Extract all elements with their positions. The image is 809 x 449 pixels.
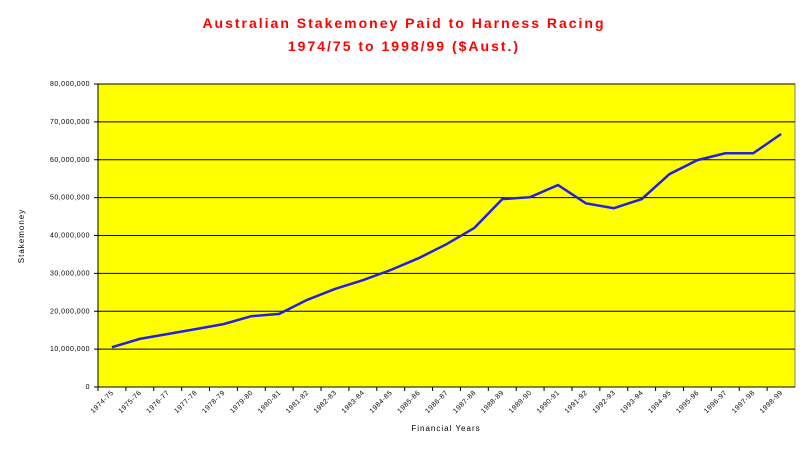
x-tick-label: 1980-81 xyxy=(257,389,283,415)
y-tick-label: 70,000,000 xyxy=(50,119,90,126)
data-line xyxy=(111,132,782,349)
x-tick-label: 1989-90 xyxy=(508,389,534,415)
x-tick-label: 1995-96 xyxy=(675,389,701,415)
x-tick-label: 1990-91 xyxy=(536,389,562,415)
x-tick-label: 1994-95 xyxy=(647,389,673,415)
y-tick-label: 0 xyxy=(86,384,90,391)
x-tick-label: 1983-84 xyxy=(341,389,367,415)
x-tick-label: 1992-93 xyxy=(592,389,618,415)
chart-subtitle: 1974/75 to 1998/99 ($Aust.) xyxy=(288,38,520,54)
x-tick-label: 1981-82 xyxy=(285,389,311,415)
x-tick-label: 1986-87 xyxy=(424,389,450,415)
y-tick-label: 40,000,000 xyxy=(50,233,90,240)
x-tick-label: 1996-97 xyxy=(703,389,729,415)
x-axis-title: Financial Years xyxy=(411,424,480,433)
x-tick-label: 1982-83 xyxy=(313,389,339,415)
x-tick-label: 1991-92 xyxy=(564,389,590,415)
y-tick-label: 30,000,000 xyxy=(50,270,90,277)
x-tick-label: 1984-85 xyxy=(369,389,395,415)
x-tick-label: 1977-78 xyxy=(173,389,199,415)
x-tick-label: 1998-99 xyxy=(759,389,785,415)
y-tick-label: 10,000,000 xyxy=(50,346,90,353)
x-tick-label: 1985-86 xyxy=(396,389,422,415)
x-tick-label: 1987-88 xyxy=(452,389,478,415)
x-tick-label: 1976-77 xyxy=(146,389,172,415)
x-tick-label: 1988-89 xyxy=(480,389,506,415)
y-tick-label: 80,000,000 xyxy=(50,81,90,88)
x-tick-label: 1974-75 xyxy=(90,389,116,415)
x-tick-label: 1975-76 xyxy=(118,389,144,415)
x-tick-label: 1979-80 xyxy=(229,389,255,415)
y-tick-label: 50,000,000 xyxy=(50,195,90,202)
x-tick-label: 1997-98 xyxy=(731,389,757,415)
y-tick-label: 60,000,000 xyxy=(50,157,90,164)
y-axis-title: Stakemoney xyxy=(17,209,26,263)
x-tick-label: 1978-79 xyxy=(201,389,227,415)
y-tick-label: 20,000,000 xyxy=(50,308,90,315)
chart-title: Australian Stakemoney Paid to Harness Ra… xyxy=(202,15,605,31)
x-tick-label: 1993-94 xyxy=(619,389,645,415)
